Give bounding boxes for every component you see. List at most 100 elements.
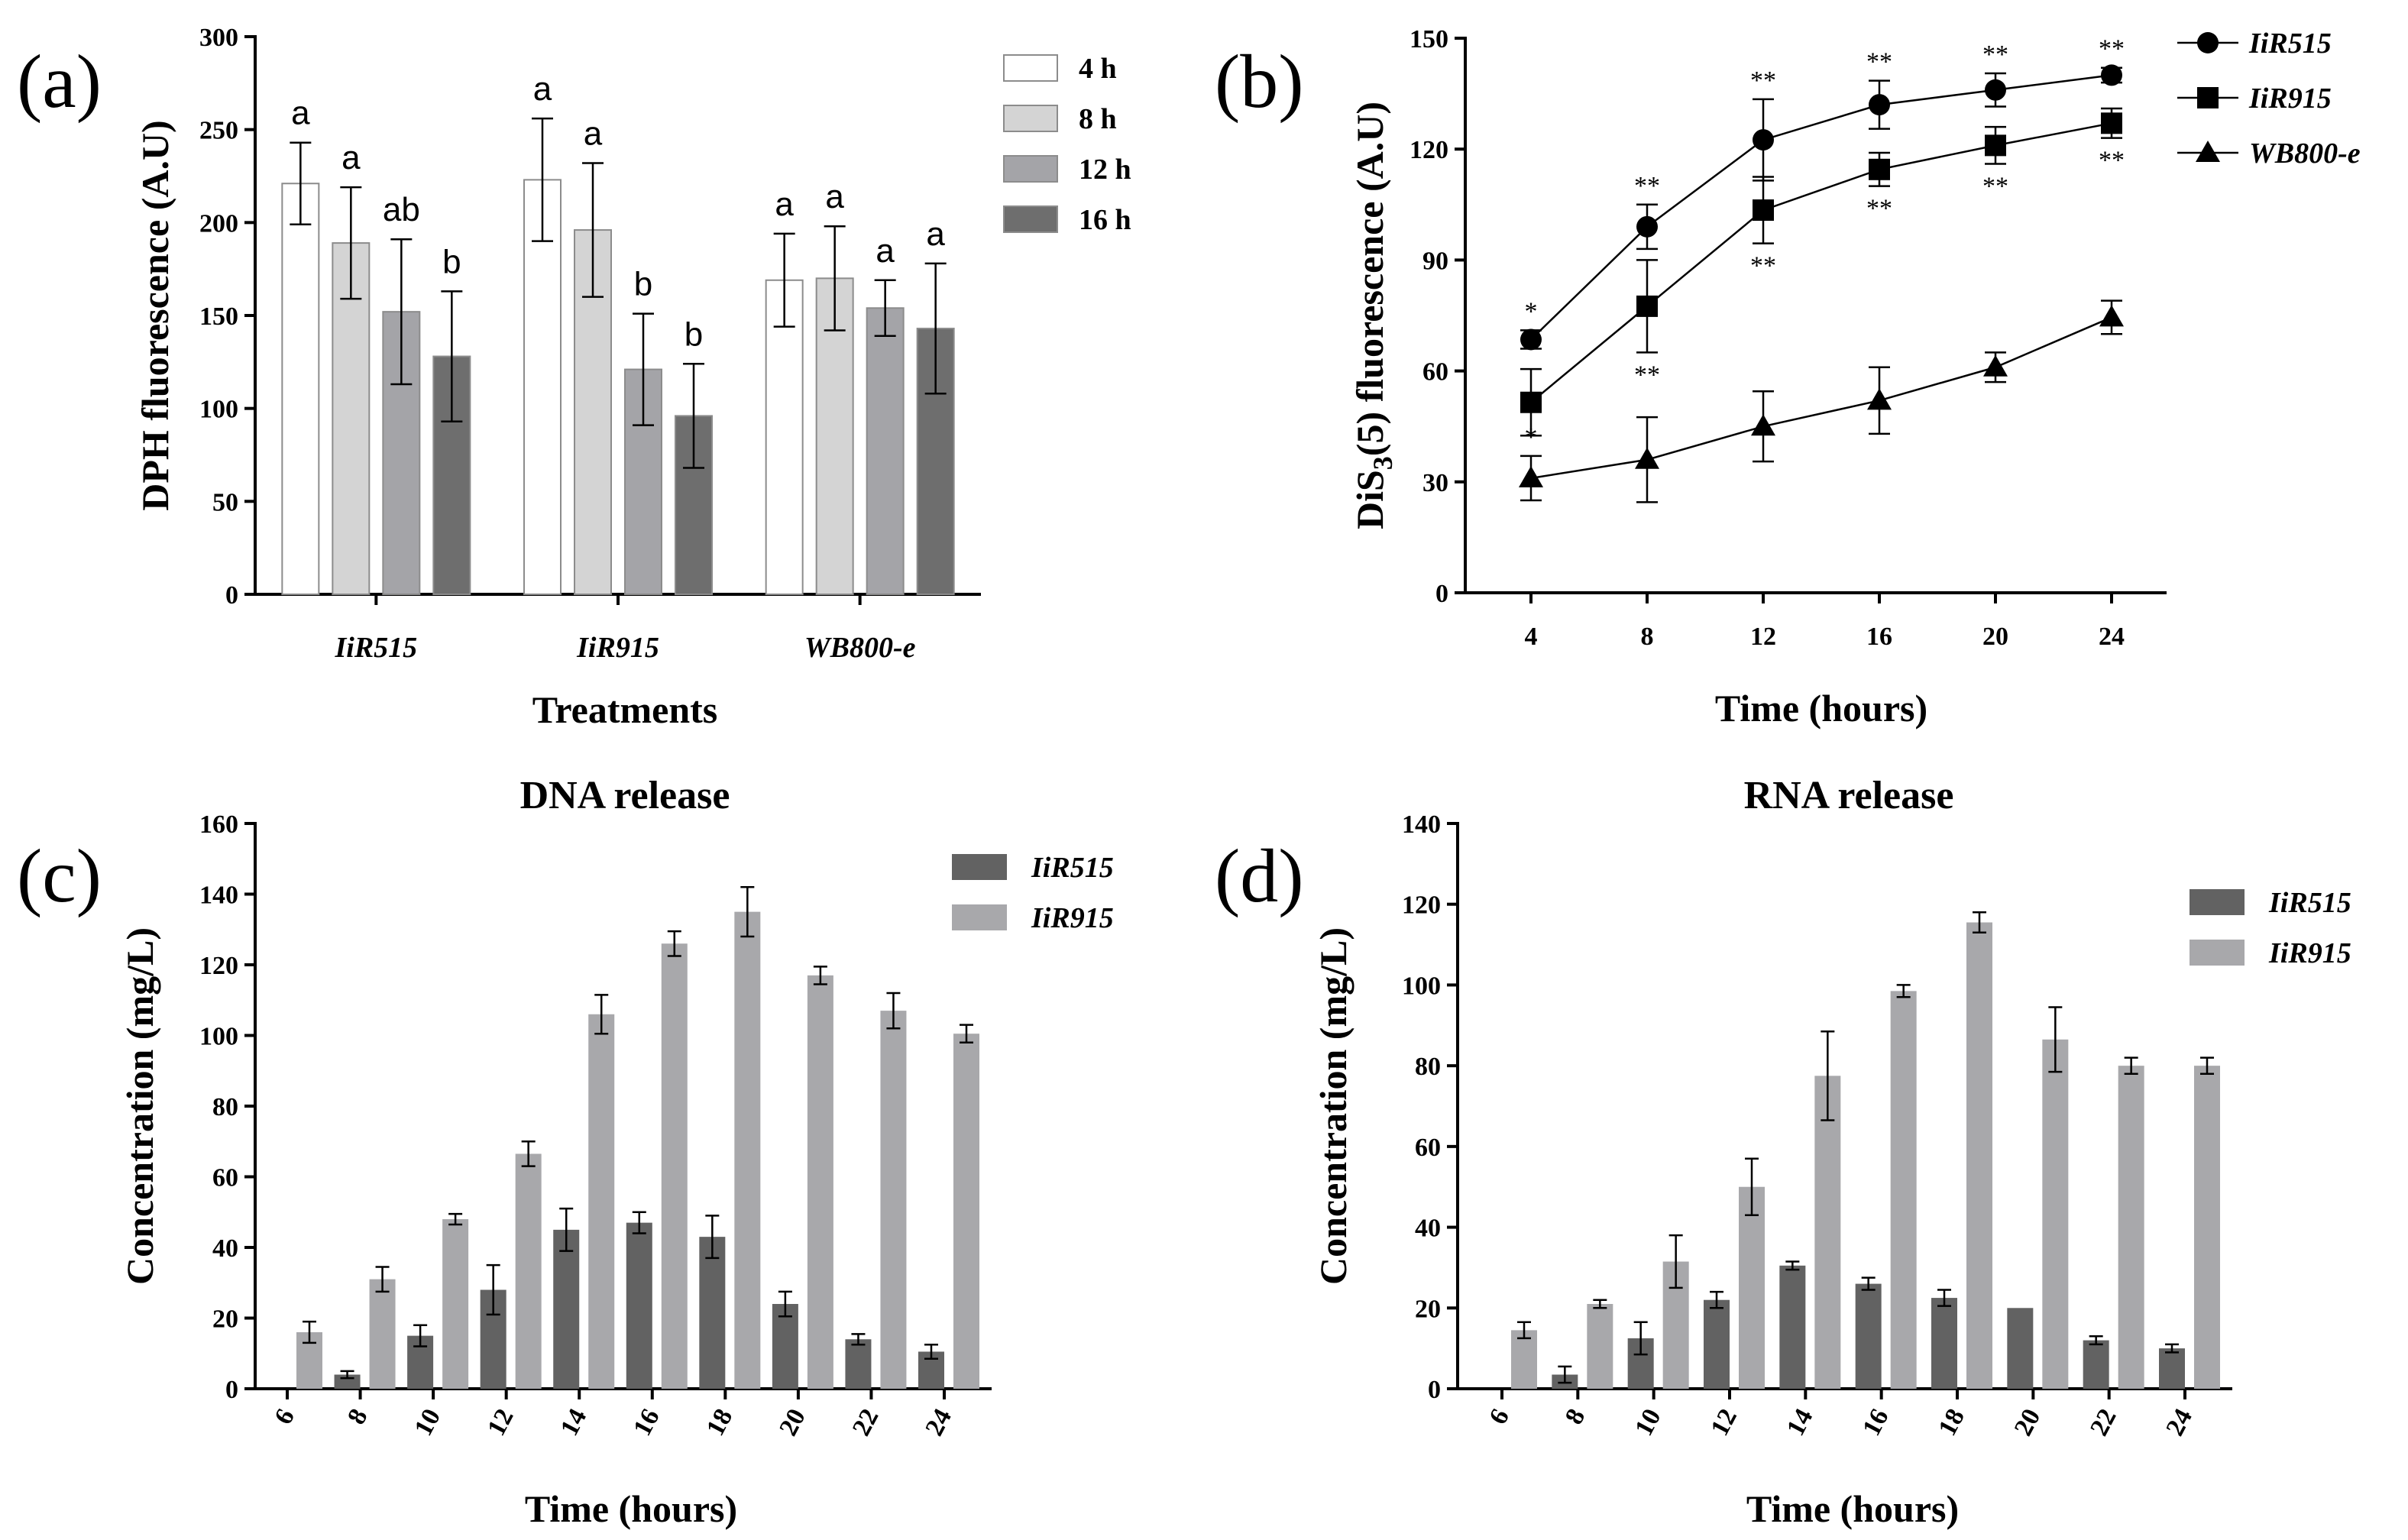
panel-a-x-tick-label: WB800-e	[804, 632, 916, 664]
panel-b-x-tick-label: 24	[2099, 623, 2125, 651]
panel-c-bar	[588, 1014, 615, 1389]
panel-c-legend-swatch	[952, 904, 1007, 930]
panel-b-significance-mark: **	[1866, 48, 1892, 76]
panel-b-y-tick-label: 90	[1422, 247, 1448, 275]
panel-d-y-tick-label: 80	[1415, 1053, 1441, 1081]
panel-a-y-tick-label: 0	[225, 581, 238, 610]
panel-a-legend-swatch	[1003, 54, 1058, 82]
panel-c-y-tick-label: 40	[212, 1234, 238, 1263]
panel-a-significance-letter: a	[825, 178, 844, 215]
panel-d-legend-swatch	[2190, 889, 2245, 915]
panel-b-point	[1753, 199, 1774, 222]
panel-d-x-axis-title: Time (hours)	[1746, 1487, 1959, 1530]
panel-d-bar	[2194, 1066, 2220, 1389]
panel-b-y-tick-label: 150	[1410, 25, 1448, 53]
panel-c-bar	[515, 1153, 542, 1389]
panel-a-bar	[281, 183, 320, 595]
panel-c-legend-label: IiR915	[1031, 902, 1114, 934]
panel-b-significance-mark: **	[1982, 173, 2008, 201]
panel-d-bar	[1966, 922, 1992, 1389]
panel-c-y-tick-label: 140	[199, 882, 238, 910]
panel-b-point	[2099, 305, 2124, 327]
panel-d-y-tick-label: 40	[1415, 1215, 1441, 1243]
panel-b-point	[1520, 328, 1542, 351]
panel-b-x-tick-label: 16	[1866, 623, 1892, 651]
panel-d-bar	[1704, 1299, 1730, 1389]
panel-c-y-tick-label: 60	[212, 1164, 238, 1192]
panel-a-x-tick-label: IiR915	[576, 632, 659, 664]
panel-b-point	[1636, 215, 1658, 238]
panel-b-y-tick-label: 30	[1422, 469, 1448, 497]
panel-c-bar	[626, 1222, 652, 1389]
panel-c-bar	[553, 1229, 580, 1389]
panel-b-legend-label: IiR915	[2248, 82, 2332, 115]
panel-b-y-axis-title-main: DiS	[1348, 470, 1391, 529]
panel-a-significance-letter: ab	[383, 191, 420, 228]
panel-b-significance-mark: **	[1982, 40, 2008, 69]
panel-b-point	[1753, 129, 1774, 151]
panel-b-series-line	[1530, 122, 2112, 403]
panel-b-significance-mark: **	[1634, 172, 1660, 200]
panel-c-label: (c)	[17, 833, 102, 918]
panel-a-significance-letter: a	[584, 115, 603, 152]
panel-a-significance-letter: a	[775, 186, 794, 223]
panel-a-y-tick-label: 250	[199, 117, 238, 145]
panel-d-y-axis-title: Concentration (mg/L)	[1312, 927, 1354, 1285]
panel-b-significance-mark: **	[2099, 147, 2125, 175]
panel-d-bar	[1890, 991, 1917, 1389]
panel-b-point	[1869, 158, 1890, 180]
panel-a-x-tick-label: IiR515	[334, 632, 417, 664]
panel-d-bar	[1931, 1298, 1957, 1389]
panel-b-y-axis-title-rest: (5) fluorescence (A.U)	[1348, 102, 1391, 456]
panel-b-legend-label: WB800-e	[2249, 138, 2361, 170]
panel-b-point	[1519, 465, 1543, 487]
panel-a-y-axis-title: DPH fluorescence (A.U)	[134, 120, 176, 510]
panel-b-point	[1985, 79, 2006, 101]
panel-c-y-tick-label: 0	[225, 1376, 238, 1404]
panel-b-legend-marker	[2196, 141, 2220, 162]
panel-a-legend-swatch	[1003, 155, 1058, 183]
panel-d-bar	[2159, 1348, 2185, 1389]
panel-b-point	[1983, 354, 2008, 377]
panel-b-x-tick-label: 20	[1982, 623, 2008, 651]
panel-d-y-tick-label: 20	[1415, 1295, 1441, 1323]
panel-b-point	[2101, 112, 2122, 134]
panel-a-y-tick-label: 300	[199, 24, 238, 52]
panel-d-bar	[1587, 1304, 1613, 1389]
panel-c-title: DNA release	[520, 774, 730, 817]
panel-a-x-axis-title: Treatments	[532, 688, 718, 731]
panel-b-y-tick-label: 60	[1422, 358, 1448, 387]
panel-a-significance-letter: a	[926, 215, 945, 253]
panel-b-x-tick-label: 4	[1525, 623, 1538, 651]
panel-d-bar	[1739, 1186, 1765, 1389]
panel-b-x-tick-label: 8	[1641, 623, 1654, 651]
panel-b-point	[1635, 447, 1659, 469]
panel-b-significance-mark: **	[1866, 195, 1892, 223]
panel-d-y-tick-label: 140	[1402, 810, 1441, 839]
panel-d-bar	[2007, 1308, 2034, 1389]
panel-a-y-tick-label: 200	[199, 209, 238, 238]
panel-c-x-axis-title: Time (hours)	[525, 1487, 737, 1530]
panel-d-y-tick-label: 0	[1428, 1376, 1441, 1404]
panel-a-significance-letter: b	[685, 315, 703, 353]
panel-a-legend-swatch	[1003, 205, 1058, 233]
panel-c-bar	[845, 1339, 872, 1389]
panel-c-bar	[807, 975, 833, 1389]
panel-d-legend-swatch	[2190, 940, 2245, 966]
panel-b-point	[2101, 64, 2122, 86]
panel-c-y-tick-label: 80	[212, 1093, 238, 1121]
panel-b-dis35-fluorescence: 0 30 60 90 120 150 4 8 12 16 20 24 (b) Time (hours) Di…	[1215, 25, 2361, 730]
panel-c-bar	[369, 1279, 396, 1389]
panel-d-y-tick-label: 60	[1415, 1134, 1441, 1162]
panel-a-significance-letter: a	[533, 70, 552, 108]
panel-a-y-tick-label: 50	[212, 488, 238, 516]
panel-b-y-tick-label: 0	[1435, 580, 1448, 608]
panel-b-significance-mark: **	[1634, 361, 1660, 389]
panel-c-bar	[661, 943, 688, 1389]
panel-b-significance-mark: *	[1525, 423, 1538, 451]
panel-a-significance-letter: b	[634, 266, 652, 303]
panel-a-legend-label: 8 h	[1079, 103, 1117, 135]
panel-d-legend-label: IiR515	[2268, 887, 2351, 919]
panel-c-y-tick-label: 100	[199, 1023, 238, 1051]
